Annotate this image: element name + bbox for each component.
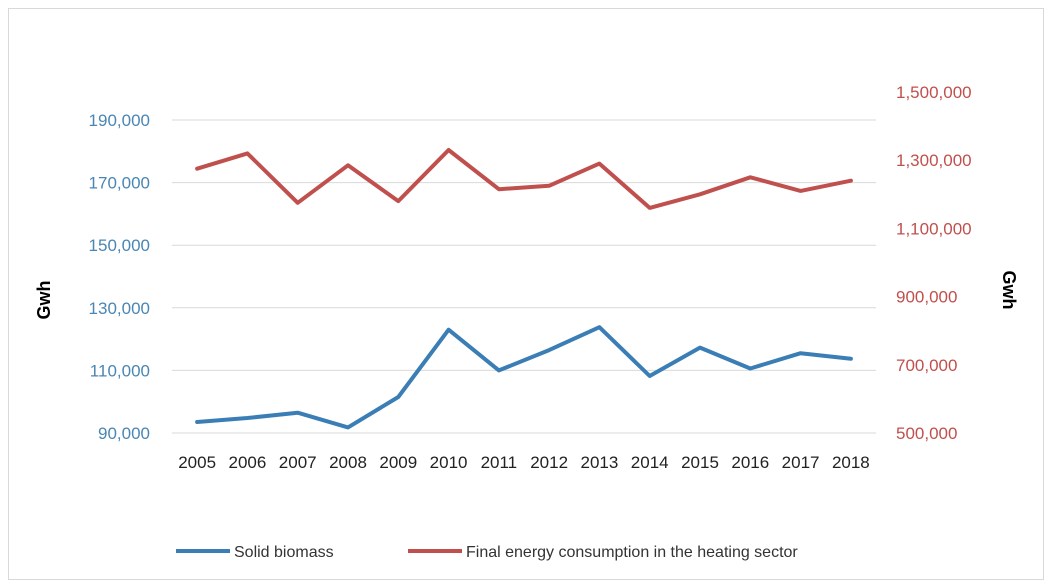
legend-label: Final energy consumption in the heating … <box>466 544 798 561</box>
series-lines <box>195 148 853 430</box>
gridlines <box>172 119 876 434</box>
right-tick-label: 500,000 <box>896 424 957 443</box>
x-tick-label: 2018 <box>832 453 870 472</box>
series-line <box>195 325 853 430</box>
left-tick-label: 170,000 <box>89 174 150 193</box>
legend: Solid biomass Final energy consumption in… <box>176 544 798 561</box>
right-axis-ticks: 500,000 700,000 900,000 1,100,000 1,300,000 1… <box>896 83 972 443</box>
x-tick-label: 2009 <box>379 453 417 472</box>
x-tick-label: 2013 <box>581 453 619 472</box>
left-axis-title: Gwh <box>34 281 54 320</box>
legend-label: Solid biomass <box>234 544 334 561</box>
x-tick-label: 2012 <box>530 453 568 472</box>
right-tick-label: 1,100,000 <box>896 219 972 238</box>
x-tick-label: 2005 <box>178 453 216 472</box>
x-tick-label: 2016 <box>731 453 769 472</box>
right-tick-label: 900,000 <box>896 288 957 307</box>
x-tick-label: 2011 <box>481 453 518 472</box>
left-tick-label: 150,000 <box>89 236 150 255</box>
left-tick-label: 90,000 <box>98 424 150 443</box>
x-axis-ticks: 2005 2006 2007 2008 2009 2010 2011 2012 2013 2014… <box>178 453 870 472</box>
left-tick-label: 130,000 <box>89 299 150 318</box>
x-tick-label: 2015 <box>681 453 719 472</box>
left-tick-label: 110,000 <box>90 361 150 380</box>
x-tick-label: 2017 <box>782 453 820 472</box>
right-tick-label: 1,300,000 <box>896 151 972 170</box>
x-tick-label: 2006 <box>229 453 267 472</box>
x-tick-label: 2014 <box>631 453 669 472</box>
left-tick-label: 190,000 <box>89 111 150 130</box>
right-tick-label: 1,500,000 <box>896 83 972 102</box>
left-axis-ticks: 90,000 110,000 130,000 150,000 170,000 190,00… <box>89 111 150 443</box>
chart-frame <box>8 8 1044 580</box>
x-tick-label: 2010 <box>430 453 468 472</box>
right-tick-label: 700,000 <box>896 356 957 375</box>
right-axis-title: Gwh <box>999 271 1019 310</box>
series-line <box>195 148 853 210</box>
x-tick-label: 2008 <box>329 453 367 472</box>
x-tick-label: 2007 <box>279 453 317 472</box>
